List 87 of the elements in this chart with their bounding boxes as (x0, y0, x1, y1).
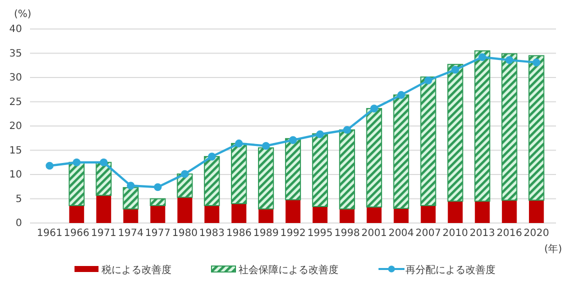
point (289, 136, 297, 144)
bar (231, 204, 246, 223)
y-tick-label: 5 (16, 194, 22, 205)
bar (420, 206, 436, 223)
x-tick-label: 1971 (90, 228, 116, 240)
x-tick-label: 1980 (172, 228, 198, 240)
bar (258, 208, 274, 223)
x-tick-label: 2007 (415, 228, 441, 240)
y-tick-label: 20 (9, 121, 22, 132)
bar (528, 200, 544, 223)
bar (528, 55, 544, 201)
x-axis-title: (年) (544, 243, 562, 255)
y-tick-label: 15 (9, 145, 22, 156)
bar (68, 162, 85, 206)
bar (474, 50, 490, 202)
bar (393, 94, 410, 209)
legend-label: 税による改善度 (102, 264, 172, 276)
legend-label: 社会保障による改善度 (238, 264, 338, 276)
bar (312, 206, 328, 223)
bar (339, 129, 356, 210)
point (370, 104, 378, 112)
x-tick-label: 2004 (388, 228, 414, 240)
bar (204, 156, 220, 206)
bar (286, 200, 300, 223)
bar (258, 147, 274, 210)
y-tick-label: 10 (9, 170, 22, 181)
point (424, 76, 432, 84)
x-tick-label: 1974 (118, 228, 144, 240)
bar (366, 206, 382, 223)
point (451, 66, 460, 74)
y-tick-label: 40 (9, 24, 22, 36)
point (316, 130, 324, 138)
x-tick-label: 2010 (442, 228, 468, 240)
point (208, 152, 216, 160)
x-tick-label: 1995 (307, 228, 333, 240)
x-tick-label: 1977 (145, 228, 171, 240)
y-tick-label: 0 (16, 218, 22, 230)
point (532, 58, 540, 66)
y-tick-label: 25 (9, 96, 22, 108)
point (180, 170, 189, 178)
point (154, 183, 162, 192)
x-tick-label: 2020 (524, 228, 550, 240)
bar (420, 76, 436, 206)
bar (176, 174, 193, 198)
bar (122, 187, 139, 210)
bar (96, 195, 112, 223)
bar (502, 200, 517, 223)
bar (340, 208, 355, 223)
point (126, 182, 135, 190)
x-tick-label: 1983 (199, 228, 225, 240)
x-tick-label: 1992 (280, 228, 306, 240)
point (72, 158, 81, 166)
legend-label: 再分配による改善度 (406, 264, 496, 276)
bar (474, 201, 490, 223)
point (235, 140, 243, 148)
x-tick-label: 2013 (470, 228, 496, 240)
bar (150, 206, 166, 223)
y-axis-title: (%) (14, 9, 32, 20)
x-tick-label: 2016 (496, 228, 522, 240)
x-tick-label: 2001 (361, 228, 387, 240)
point (100, 158, 108, 166)
x-tick-label: 1986 (226, 228, 252, 240)
bar (394, 208, 409, 223)
point (505, 56, 514, 64)
point (262, 142, 270, 150)
bar (69, 206, 84, 223)
bar (312, 133, 328, 208)
point (46, 162, 54, 170)
point (343, 126, 351, 134)
bar (230, 142, 247, 204)
bar (204, 206, 220, 223)
point (478, 53, 486, 62)
bar (366, 108, 382, 208)
x-tick-label: 1961 (36, 228, 62, 240)
y-tick-label: 30 (9, 72, 22, 84)
x-tick-label: 1989 (253, 228, 279, 240)
bar (501, 53, 518, 201)
point (397, 91, 406, 99)
x-tick-label: 1966 (64, 228, 90, 240)
bar (447, 64, 464, 202)
y-tick-label: 35 (9, 48, 22, 60)
bar (285, 138, 301, 200)
bar (150, 198, 166, 206)
bar (448, 201, 463, 223)
bar (123, 208, 138, 223)
x-tick-label: 1998 (334, 228, 360, 240)
bar (177, 197, 192, 223)
